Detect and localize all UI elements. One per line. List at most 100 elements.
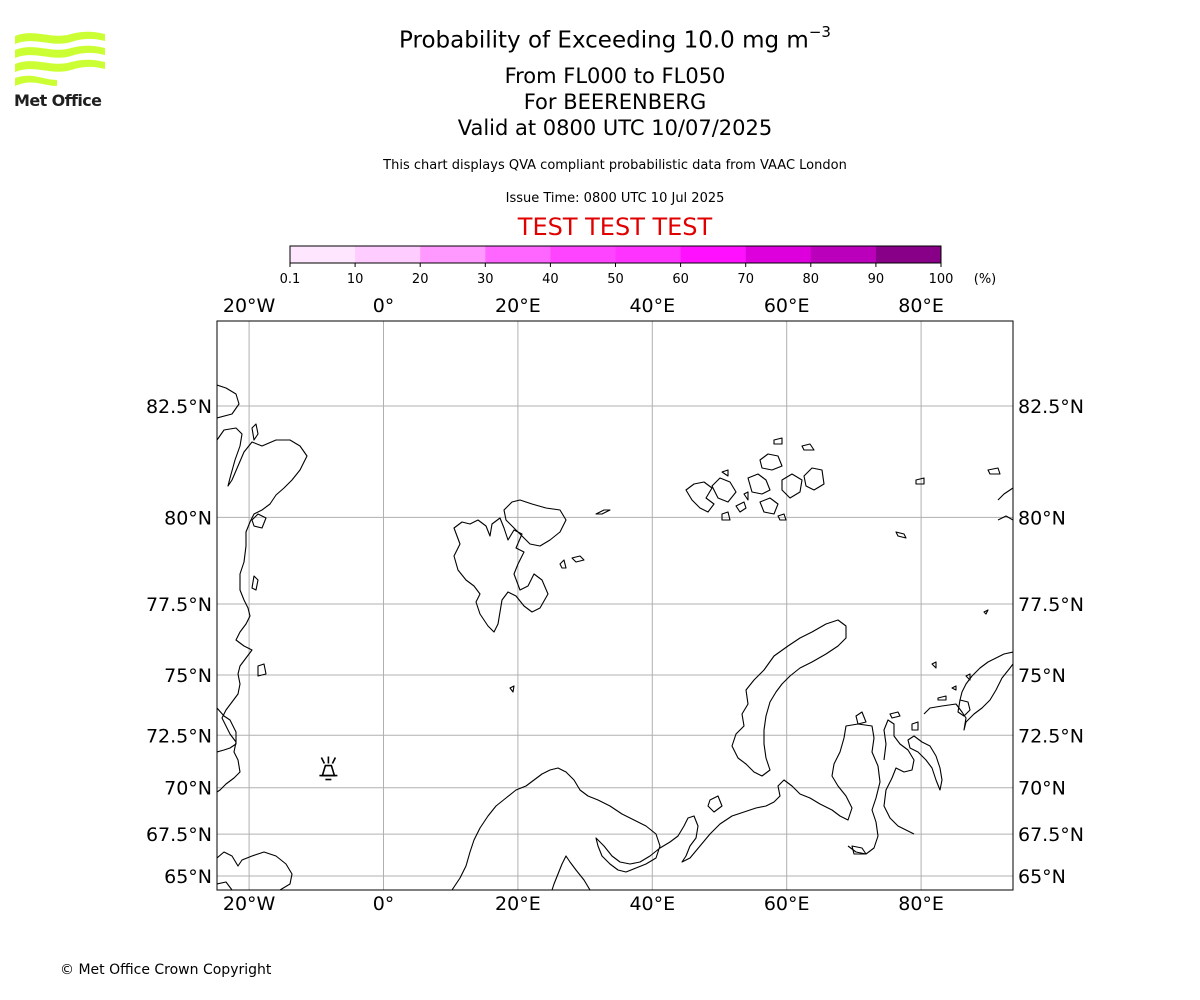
colorbar-tick-label: 90: [868, 272, 885, 287]
colorbar-cell: [290, 246, 356, 263]
coast-iceland: [217, 851, 293, 890]
copyright-notice: © Met Office Crown Copyright: [60, 962, 272, 978]
coast-novaya-zemlya: [731, 619, 847, 777]
colorbar-cell: [875, 246, 942, 263]
coast-island: [965, 673, 971, 681]
coast-franz-josef-land: [721, 469, 729, 477]
latitude-labels: 82.5°N 82.5°N 80°N 80°N 77.5°N 77.5°N 75°N 75°N…: [146, 396, 1084, 888]
coast-island: [707, 795, 723, 813]
longitude-label-bottom: 80°E: [898, 893, 944, 915]
longitude-label-bottom: 20°E: [495, 893, 541, 915]
longitude-label-top: 60°E: [764, 295, 810, 317]
volcano-name: For BEERENBERG: [523, 90, 707, 114]
longitude-label-bottom: 0°: [373, 893, 395, 915]
coast-franz-josef-land: [711, 477, 737, 503]
colorbar-cell: [355, 246, 421, 263]
volcano-icon: [319, 756, 338, 781]
coast-franz-josef-land: [759, 497, 779, 515]
coast-franz-josef-land: [781, 473, 803, 499]
colorbar-cell: [420, 246, 486, 263]
probability-colorbar: 0.1 10 20 30 40 50 60 70 80 90 100 (%): [280, 245, 997, 287]
colorbar-tick-label: 70: [737, 272, 754, 287]
coast-franz-josef-land: [759, 453, 783, 471]
coast-scandinavia: [451, 723, 881, 890]
colorbar-tick-label: 10: [347, 272, 364, 287]
coast-hopen: [571, 555, 585, 563]
colorbar-cell: [485, 246, 551, 263]
coast-kong-karls-land: [559, 559, 567, 569]
coast-island: [983, 609, 989, 615]
colorbar-tick-label: 100: [929, 272, 954, 287]
coast-yamal-north: [923, 663, 1013, 731]
colorbar-cell: [680, 246, 747, 263]
graticule: [217, 321, 1013, 890]
longitude-label-top: 80°E: [898, 295, 944, 317]
colorbar-tick-label: 40: [542, 272, 559, 287]
colorbar-tick-label: 80: [803, 272, 820, 287]
coast-franz-josef-land: [773, 437, 783, 445]
coast-greenland-island: [251, 423, 259, 441]
coast-russia-east: [883, 719, 943, 835]
coast-nordaustlandet: [503, 499, 567, 547]
coast-svalbard: [453, 517, 549, 633]
longitude-label-top: 20°W: [223, 295, 276, 317]
colorbar-unit: (%): [974, 272, 997, 287]
longitude-labels: 20°W 20°W 0° 0° 20°E 20°E 40°E 40°E 60°E 60°E 80°E…: [223, 295, 944, 915]
coast-greenland-island: [251, 513, 267, 529]
logo-text: Met Office: [14, 91, 102, 110]
coast-island: [951, 685, 957, 691]
coast-taymyr: [959, 651, 1013, 701]
coast-island: [931, 661, 937, 669]
map-frame: [216, 320, 1014, 891]
coast-island: [915, 477, 925, 485]
colorbar-tick-label: 20: [412, 272, 429, 287]
map-area: 20°W 20°W 0° 0° 20°E 20°E 40°E 40°E 60°E 60°E 80°E…: [146, 295, 1084, 915]
colorbar-tick-label: 60: [672, 272, 689, 287]
coastlines: [217, 384, 1013, 890]
coast-greenland-island: [251, 575, 259, 591]
coast-island: [937, 695, 947, 701]
colorbar-cells: [290, 246, 942, 263]
latitude-label-right: 80°N: [1018, 507, 1066, 529]
coast-franz-josef-land: [803, 467, 825, 491]
latitude-label-right: 70°N: [1018, 778, 1066, 800]
coast-franz-josef-land: [777, 513, 787, 521]
coast-island: [895, 531, 907, 539]
latitude-label-right: 67.5°N: [1018, 824, 1084, 846]
coast-franz-josef-land: [747, 473, 771, 495]
coast-island: [855, 711, 867, 725]
longitude-label-bottom: 20°W: [223, 893, 276, 915]
coast-island: [851, 845, 867, 855]
issue-time: Issue Time: 0800 UTC 10 Jul 2025: [505, 191, 725, 206]
valid-time: Valid at 0800 UTC 10/07/2025: [457, 116, 773, 140]
colorbar-ticks: 0.1 10 20 30 40 50 60 70 80 90 100: [280, 263, 954, 287]
latitude-label-left: 65°N: [164, 866, 212, 888]
colorbar-cell: [550, 246, 616, 263]
chart-description: This chart displays QVA compliant probab…: [383, 158, 847, 173]
latitude-label-left: 72.5°N: [146, 725, 212, 747]
coast-franz-josef-land: [735, 501, 747, 513]
longitude-label-top: 0°: [373, 295, 395, 317]
coast-franz-josef-land: [721, 511, 731, 521]
coast-bjornoya: [509, 685, 515, 693]
latitude-label-left: 80°N: [164, 507, 212, 529]
title-exponent: −3: [808, 23, 831, 41]
latitude-label-right: 82.5°N: [1018, 396, 1084, 418]
colorbar-cell: [615, 246, 682, 263]
test-banner: TEST TEST TEST: [517, 213, 713, 241]
longitude-label-top: 20°E: [495, 295, 541, 317]
coast-franz-josef-land: [801, 443, 815, 451]
coast-greenland: [217, 384, 308, 793]
colorbar-tick-label: 30: [477, 272, 494, 287]
coast-franz-josef-land: [743, 491, 749, 501]
latitude-label-left: 82.5°N: [146, 396, 212, 418]
latitude-label-right: 75°N: [1018, 665, 1066, 687]
coast-severnaya-zemlya: [997, 487, 1013, 521]
coast-franz-josef-land: [685, 481, 715, 513]
latitude-label-left: 70°N: [164, 778, 212, 800]
colorbar-tick-label: 50: [607, 272, 624, 287]
latitude-label-left: 77.5°N: [146, 594, 212, 616]
flight-level-range: From FL000 to FL050: [504, 64, 726, 88]
title-text: Probability of Exceeding 10.0 mg m: [399, 27, 809, 54]
chart-title: Probability of Exceeding 10.0 mg m−3: [0, 23, 1200, 54]
